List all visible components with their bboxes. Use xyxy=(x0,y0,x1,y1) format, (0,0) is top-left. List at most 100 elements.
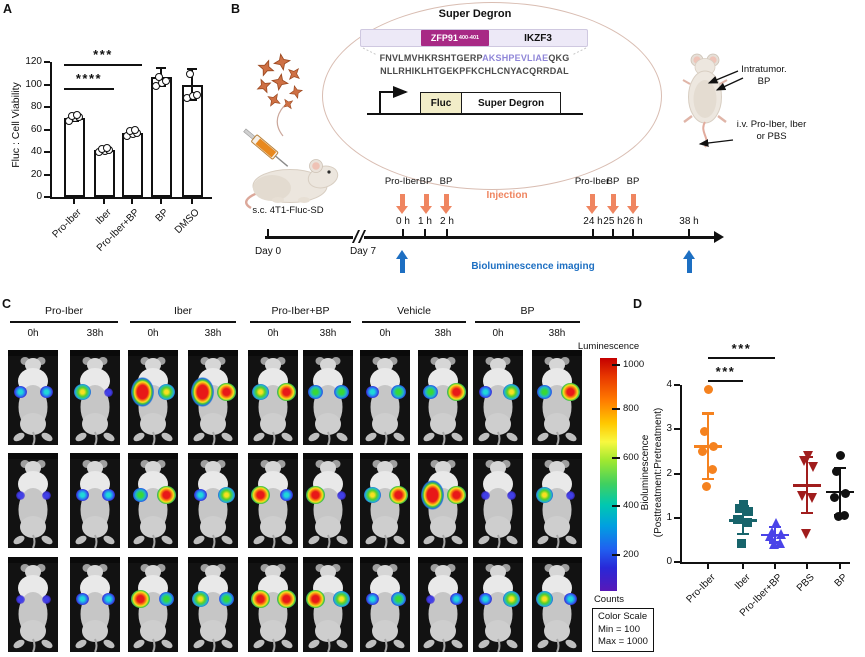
bioluminescence-spot xyxy=(218,592,234,606)
y-tick-label: 100 xyxy=(25,78,42,90)
significance-stars: *** xyxy=(93,47,113,63)
y-axis-line xyxy=(50,62,53,199)
bioluminescence-spot xyxy=(446,383,466,401)
bioluminescence-spot xyxy=(156,486,176,504)
bioluminescence-spot xyxy=(191,591,209,607)
bioluminescence-spot xyxy=(480,490,490,500)
sequence-line-1: FNVLMVHKRSHTGERPAKSHPEVLIAEQKG xyxy=(379,53,570,63)
colorbar-unit: Counts xyxy=(593,594,625,605)
mouse-image-BP-38h-row2 xyxy=(532,453,582,548)
mouse-iv-illustration xyxy=(682,53,728,148)
injection-arrow-icon xyxy=(439,206,452,214)
panel-c: C Pro-Iber Iber Pro-Iber+BP Vehicle BP 0h 38h 0… xyxy=(0,295,662,657)
imaging-arrow-icon xyxy=(395,250,408,259)
y-tick-label: 3 xyxy=(666,423,672,435)
mouse-sc-illustration xyxy=(245,159,339,210)
imaging-arrow-icon xyxy=(399,259,405,273)
injection-arrow-icon xyxy=(610,194,616,206)
fluc-box: Fluc xyxy=(420,92,462,114)
dashed-connector xyxy=(362,47,378,56)
data-point xyxy=(186,70,194,79)
y-tick-label: 80 xyxy=(30,101,42,112)
group-underline xyxy=(362,321,466,324)
mouse-photo xyxy=(8,557,58,652)
y-tick xyxy=(674,561,680,563)
bioluminescence-spot xyxy=(390,385,406,399)
group-name-Vehicle: Vehicle xyxy=(397,305,431,317)
x-tick xyxy=(191,199,193,204)
timeline-tick xyxy=(592,229,594,238)
error-cap xyxy=(187,99,197,102)
injection-arrow-icon xyxy=(630,194,636,206)
bioluminescence-spot xyxy=(217,487,235,503)
mouse-photo xyxy=(8,453,58,548)
x-tick xyxy=(131,199,133,204)
timeline-hour-label: 26 h xyxy=(623,216,643,227)
data-point-Pro-Iber xyxy=(708,442,718,452)
x-tick xyxy=(73,199,75,204)
sequence-highlight: AKSHPEVLIAE xyxy=(482,53,549,63)
colorbar-tick-label: 800 xyxy=(623,403,639,414)
mouse-image-Iber-0h-row1 xyxy=(128,350,178,445)
data-point-Iber xyxy=(743,506,753,516)
mouse-image-Pro-Iber-38h-row1 xyxy=(70,350,120,445)
y-tick xyxy=(44,61,50,63)
mean-line-PBS xyxy=(793,484,821,487)
data-point-BP xyxy=(835,451,845,461)
data-point-BP xyxy=(831,466,841,476)
y-tick-label: 1 xyxy=(666,511,672,523)
bar-BP xyxy=(150,76,172,197)
intratumor-arrow-icon xyxy=(707,70,739,84)
bioluminescence-spot xyxy=(422,385,438,399)
luminescence-colorbar xyxy=(600,358,617,591)
bioluminescence-spot xyxy=(276,383,296,401)
panel-c-label: C xyxy=(2,297,12,311)
panel-d: D Bioluminescence (Posttreatment:Pretrea… xyxy=(630,295,865,657)
y-tick xyxy=(44,128,50,131)
bioluminescence-spot xyxy=(101,593,115,605)
data-point-BP xyxy=(839,511,849,521)
mouse-photo xyxy=(70,557,120,652)
panel-b-label: B xyxy=(231,2,241,16)
data-point-Iber xyxy=(734,504,744,514)
panel-a: A Fluc : Cell Viability 0 20 40 60 80 100 120 P… xyxy=(0,0,230,300)
x-category-label-BP: BP xyxy=(153,207,171,225)
syringe-icon xyxy=(243,128,289,167)
bioluminescence-spot xyxy=(73,384,91,400)
group-underline xyxy=(475,321,580,324)
dashed-connector xyxy=(571,47,587,56)
error-cap xyxy=(702,412,714,415)
timeline-tick xyxy=(402,229,404,238)
mouse-photo xyxy=(70,453,120,548)
data-point-Pro-Iber xyxy=(703,384,713,394)
x-tick xyxy=(103,199,105,204)
mouse-image-BP-0h-row1 xyxy=(473,350,523,445)
data-point-PBS xyxy=(796,491,807,502)
bioluminescence-spot xyxy=(365,386,379,398)
mouse-image-Pro-Iber+BP-38h-row3 xyxy=(303,557,353,652)
y-tick xyxy=(44,196,50,198)
imaging-arrow-icon xyxy=(686,259,692,273)
colorbar-tick-mark xyxy=(612,457,620,459)
time-label-Pro-Iber-38h: 38h xyxy=(86,328,104,339)
bioluminescence-spot xyxy=(250,590,270,608)
group-underline xyxy=(130,321,236,324)
data-point xyxy=(155,72,163,81)
data-point-Iber xyxy=(742,517,752,527)
bioluminescence-spot xyxy=(365,593,379,605)
colorbar-tick-label: 400 xyxy=(623,500,639,511)
sequence-line-2: NLLRHIKLHTGEKPFKCHLCNYACQRRDAL xyxy=(380,66,569,76)
colorbar-tick-label: 1000 xyxy=(623,359,645,370)
mouse-photo xyxy=(360,350,410,445)
time-label-Pro-Iber+BP-0h: 0h xyxy=(267,328,279,339)
error-bar xyxy=(191,67,193,102)
x-category-label-Pro-Iber: Pro-Iber xyxy=(50,207,84,241)
injection-arrow-icon xyxy=(419,206,432,214)
timeline-arrowhead-icon xyxy=(714,231,724,243)
data-point-Pro-Iber xyxy=(699,426,709,436)
data-point-Pro-Iber+BP xyxy=(775,528,786,539)
bioluminescence-spot xyxy=(390,592,406,606)
bioluminescence-spot xyxy=(446,486,466,504)
panel-b-illustrations xyxy=(243,47,744,210)
